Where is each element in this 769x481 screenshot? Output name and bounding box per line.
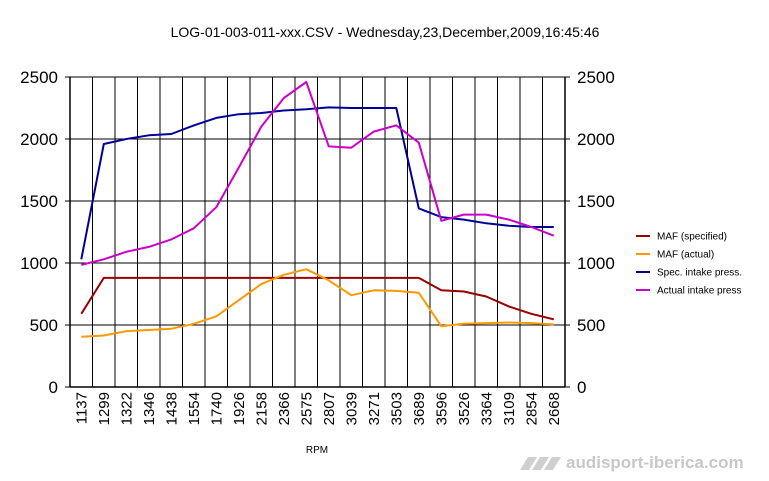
x-tick-label: 3503	[388, 392, 405, 425]
legend-label: Actual intake press	[657, 286, 742, 297]
x-tick-label: 1926	[231, 392, 248, 425]
x-tick-label: 1346	[141, 392, 158, 425]
x-tick-label: 1137	[73, 392, 90, 424]
y-axis-right-ticks: 0 500 1000 1500 2000 2500	[577, 68, 615, 397]
x-tick-label: 3039	[343, 392, 360, 425]
x-tick-label: 2366	[276, 392, 293, 425]
y2-tick-label: 0	[577, 378, 586, 397]
x-tick-label: 3689	[411, 392, 428, 425]
series-line-3	[81, 81, 555, 266]
chart-axes	[65, 76, 570, 388]
series-lines	[80, 81, 555, 338]
y2-tick-label: 2000	[577, 130, 615, 149]
y-tick-label: 2500	[20, 68, 58, 87]
x-tick-label: 2807	[321, 392, 338, 425]
x-tick-label: 2854	[523, 392, 540, 425]
watermark-text: audisport-iberica.com	[566, 453, 744, 472]
x-tick-label: 3596	[433, 392, 450, 425]
y-tick-label: 1000	[20, 254, 58, 273]
chart-title: LOG-01-003-011-xxx.CSV - Wednesday,23,De…	[171, 24, 600, 40]
x-tick-label: 3109	[501, 392, 518, 425]
x-tick-label: 1322	[118, 392, 135, 425]
legend-label: MAF (specified)	[657, 232, 727, 243]
y2-tick-label: 1500	[577, 192, 615, 211]
x-tick-label: 1554	[186, 392, 203, 425]
x-tick-label: 1299	[96, 392, 113, 425]
legend-label: MAF (actual)	[657, 250, 714, 261]
series-line-1	[81, 268, 554, 338]
y-axis-left-ticks: 0 500 1000 1500 2000 2500	[20, 68, 58, 397]
x-tick-label: 2158	[253, 392, 270, 425]
y-tick-label: 1500	[20, 192, 58, 211]
series-line-0	[80, 276, 555, 321]
y-tick-label: 0	[49, 378, 58, 397]
x-tick-label: 1438	[163, 392, 180, 425]
watermark-logo-icon	[520, 457, 561, 470]
y2-tick-label: 500	[577, 316, 605, 335]
y-tick-label: 500	[30, 316, 58, 335]
chart-grid	[69, 76, 566, 388]
x-tick-label: 3364	[478, 392, 495, 425]
x-tick-label: 3526	[456, 392, 473, 425]
legend: MAF (specified) MAF (actual) Spec. intake …	[636, 232, 742, 297]
x-axis-label: RPM	[306, 445, 328, 456]
legend-label: Spec. intake press.	[657, 268, 742, 279]
series-line-2	[80, 106, 554, 260]
x-tick-label: 1740	[208, 392, 225, 425]
y-tick-label: 2000	[20, 130, 58, 149]
x-tick-label: 2668	[546, 392, 563, 425]
watermark: audisport-iberica.com	[520, 453, 744, 472]
x-tick-label: 3271	[366, 392, 383, 425]
x-tick-label: 2575	[298, 392, 315, 425]
y2-tick-label: 2500	[577, 68, 615, 87]
y2-tick-label: 1000	[577, 254, 615, 273]
x-axis-ticks: 1137 1299 1322 1346 1438 1554 1740 1926 2158 2366…	[73, 392, 563, 425]
